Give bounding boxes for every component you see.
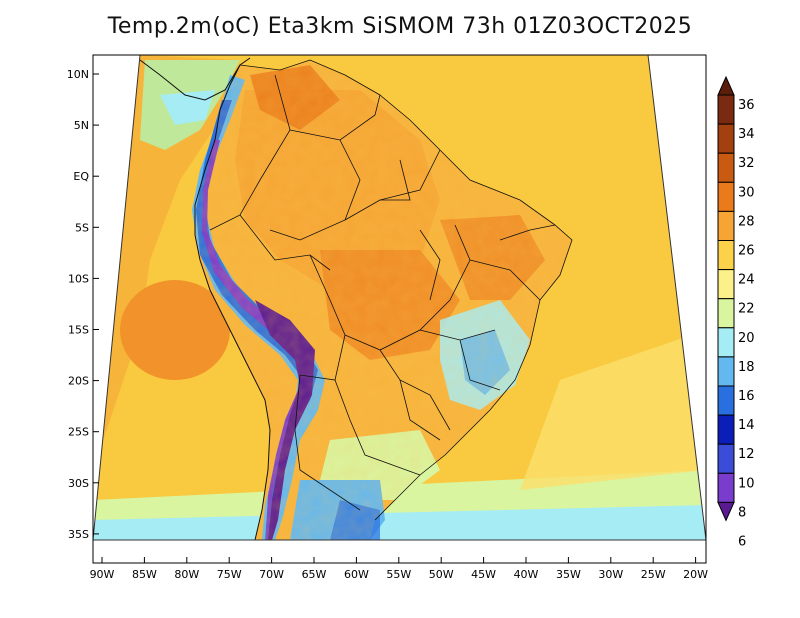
colorbar-top-arrow xyxy=(717,75,735,96)
colorbar-segment xyxy=(717,240,735,271)
longitude-label: 80W xyxy=(174,568,199,581)
axes-box xyxy=(92,54,707,564)
longitude-label: 40W xyxy=(514,568,539,581)
colorbar-label: 32 xyxy=(738,156,755,171)
longitude-label: 20W xyxy=(683,568,708,581)
latitude-label: 30S xyxy=(68,477,89,490)
pacific-warm-blob xyxy=(120,280,230,380)
colorbar-segment xyxy=(717,356,735,387)
colorbar-segment xyxy=(717,269,735,300)
colorbar-label: 28 xyxy=(738,214,755,229)
longitude-axis: 90W 85W 80W 75W 70W 65W 60W 55W 50W 45W 40W 35W 30W 2… xyxy=(90,557,708,581)
latitude-label: 25S xyxy=(68,426,89,439)
longitude-label: 60W xyxy=(344,568,369,581)
colorbar-segment xyxy=(717,385,735,416)
map-title: Temp.2m(oC) Eta3km SiSMOM 73h 01Z03OCT20… xyxy=(107,14,693,39)
colorbar-segment xyxy=(717,210,735,241)
colorbar-segment xyxy=(717,414,735,445)
colorbar-label: 16 xyxy=(738,389,755,404)
central-america-coast xyxy=(139,57,251,101)
colorbar-segment xyxy=(717,327,735,358)
colorbar-segment xyxy=(717,123,735,154)
atlantic-band xyxy=(520,330,706,490)
longitude-label: 25W xyxy=(641,568,666,581)
latitude-label: EQ xyxy=(73,170,89,183)
temperature-field xyxy=(93,55,706,540)
colorbar-label: 12 xyxy=(738,447,755,462)
latitude-label: 20S xyxy=(68,375,89,388)
latitude-label: 10S xyxy=(68,272,89,285)
colorbar-label: 20 xyxy=(738,331,755,346)
pacific-coastline xyxy=(194,64,271,540)
colorbar-segment xyxy=(717,94,735,125)
colorbar-label: 14 xyxy=(738,418,755,433)
latitude-label: 15S xyxy=(68,324,89,337)
colorbar-label: 36 xyxy=(738,98,755,113)
latitude-axis: 10N 5N EQ 5S 10S 15S 20S 25S 30S 35S xyxy=(67,68,99,541)
colorbar-label: 26 xyxy=(738,244,755,259)
colorbar-bottom-arrow xyxy=(717,501,735,522)
latitude-label: 5N xyxy=(74,119,89,132)
colorbar-label: 18 xyxy=(738,360,755,375)
longitude-label: 90W xyxy=(90,568,115,581)
longitude-label: 45W xyxy=(471,568,496,581)
longitude-label: 65W xyxy=(302,568,327,581)
longitude-label: 75W xyxy=(217,568,242,581)
longitude-label: 50W xyxy=(429,568,454,581)
colorbar-label: 30 xyxy=(738,185,755,200)
colorbar-label: 6 xyxy=(738,535,746,550)
longitude-label: 35W xyxy=(556,568,581,581)
colorbar-label: 22 xyxy=(738,302,755,317)
longitude-label: 55W xyxy=(386,568,411,581)
colorbar: 36 34 32 30 28 26 24 22 20 18 16 14 12 10 8 6 xyxy=(717,75,755,550)
colorbar-segment xyxy=(717,298,735,329)
south-cold-band xyxy=(93,505,706,540)
colorbar-segment xyxy=(717,443,735,474)
colorbar-segment xyxy=(717,152,735,183)
colorbar-segment xyxy=(717,181,735,212)
country-borders xyxy=(209,59,573,521)
longitude-label: 30W xyxy=(598,568,623,581)
latitude-label: 35S xyxy=(68,528,89,541)
latitude-label: 10N xyxy=(67,68,89,81)
longitude-label: 70W xyxy=(259,568,284,581)
colorbar-label: 24 xyxy=(738,273,755,288)
colorbar-label: 10 xyxy=(738,476,755,491)
colorbar-label: 8 xyxy=(738,505,746,520)
colorbar-segment xyxy=(717,472,735,503)
latitude-label: 5S xyxy=(75,221,89,234)
longitude-label: 85W xyxy=(132,568,157,581)
colorbar-label: 34 xyxy=(738,127,755,142)
